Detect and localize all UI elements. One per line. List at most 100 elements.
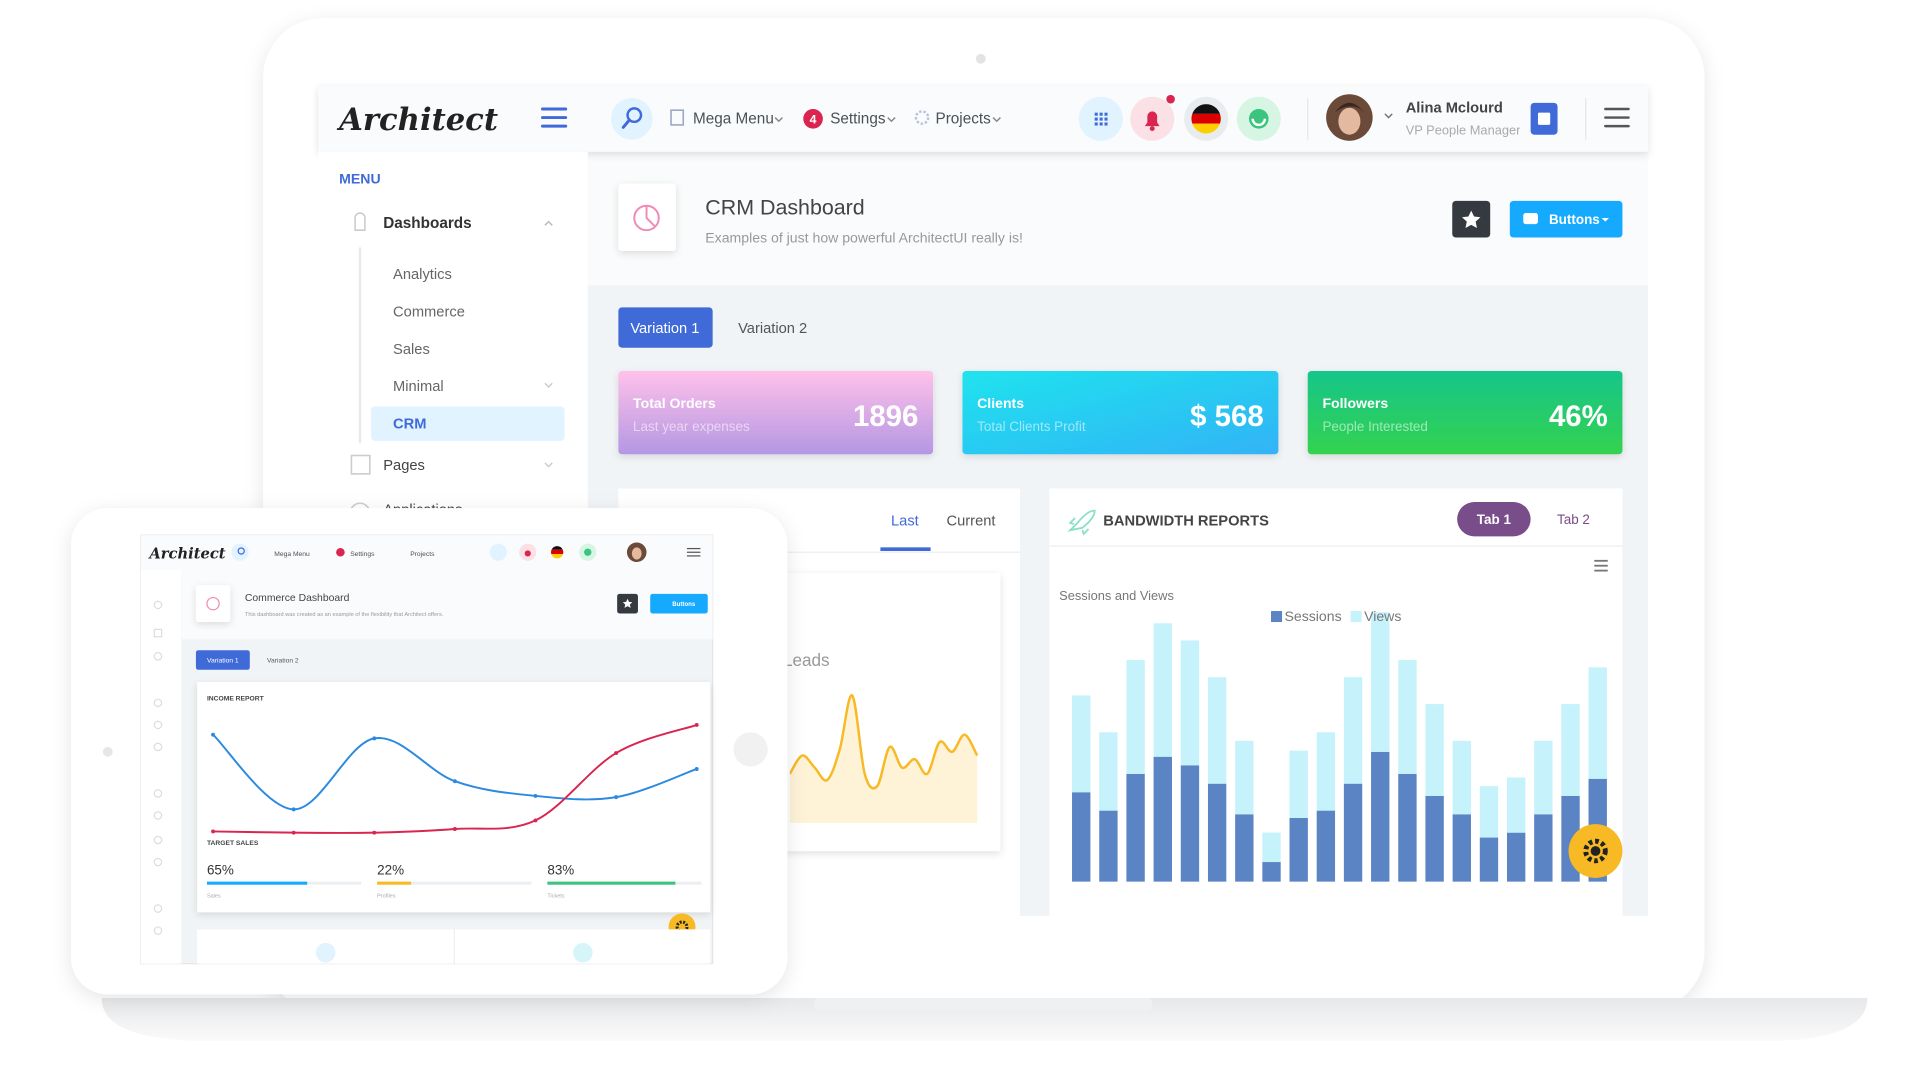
settings-menu-part[interactable] [887,117,896,123]
sidebar-group-part[interactable] [354,212,366,231]
tab-label[interactable]: Last [891,513,919,529]
search-button[interactable] [611,97,653,140]
buttons-dropdown[interactable]: Buttons [1509,200,1623,238]
menu-item[interactable]: Sales [393,342,430,358]
favorite-button-part[interactable] [1462,210,1481,229]
user-avatar[interactable] [1326,94,1393,141]
menu-item[interactable]: Minimal [393,379,444,395]
apps-button-part-part[interactable] [1094,122,1098,126]
notifications-button-part[interactable] [1144,111,1160,127]
sidebar-group-part[interactable] [544,220,553,226]
tablet-sidebar-icons [153,600,163,935]
apps-button[interactable] [1078,96,1123,141]
sidebar-group-part[interactable] [350,454,371,475]
projects-menu-part[interactable] [992,117,1001,123]
menu-toggle[interactable] [540,107,568,128]
activity-button[interactable] [1236,96,1281,141]
search-button-part[interactable] [621,118,631,129]
tab-label[interactable]: Current [947,513,996,529]
favorite-button[interactable] [1452,200,1491,238]
user-avatar-part[interactable] [1384,113,1393,119]
language-button-part-part[interactable] [1188,123,1225,135]
projects-menu-part[interactable] [914,110,930,125]
notifications-button-part[interactable] [1166,94,1175,104]
tab-label: Variation 1 [207,657,239,664]
apps-button-part-part[interactable] [1104,122,1108,126]
bar [1180,765,1200,882]
page-subtitle: This dashboard was created as an example… [245,612,444,618]
sidebar-group[interactable]: Pages [350,454,553,475]
stat-card [962,371,1279,455]
card-subtitle: People Interested [1322,419,1427,434]
sidebar-group[interactable]: Dashboards [354,212,553,232]
income-chart [211,722,699,835]
page-subtitle: Examples of just how powerful ArchitectU… [705,229,1023,245]
notifications-button[interactable] [1130,94,1175,141]
badge: 4 [810,113,817,127]
settings-menu-part[interactable] [803,108,823,129]
tab-active[interactable] [618,307,713,348]
sidebar-group-part[interactable] [544,462,553,468]
apps-button-part-part[interactable] [1094,117,1098,121]
nav-label[interactable]: Settings [830,111,886,128]
language-button[interactable] [1184,96,1229,141]
tab-label[interactable]: Tab 2 [1557,512,1590,527]
submenu: Analytics Commerce Sales Minimal CRM [393,267,465,432]
active-highlight [371,406,565,441]
tab-label[interactable]: Variation 1 [630,321,699,337]
menu-item[interactable]: CRM [393,417,426,433]
mega-menu[interactable]: Mega Menu [670,109,783,128]
apps-button-part-part[interactable] [1099,122,1103,126]
settings-fab-part[interactable] [1590,846,1601,856]
language-button-part[interactable] [1188,104,1225,135]
logo[interactable]: Architect [336,102,498,138]
buttons-dropdown-part[interactable] [1601,217,1609,222]
menu-item[interactable]: Commerce [393,305,465,321]
tab-label[interactable]: Variation 2 [738,321,807,337]
search-button-part[interactable] [626,107,643,124]
legend-swatch [1350,611,1362,623]
activity-button-part[interactable] [1251,118,1267,127]
calendar-button[interactable] [1530,102,1558,135]
icon-button [489,543,507,561]
settings-menu[interactable]: 4 Settings [803,108,896,129]
language-button-part-part[interactable] [1188,113,1225,124]
buttons-dropdown-part[interactable] [1523,213,1538,225]
bandwidth-panel [1049,488,1623,916]
nav-label[interactable]: Mega Menu [693,111,774,128]
buttons-dropdown-part[interactable] [1509,200,1623,238]
calendar-button-part[interactable] [1537,112,1551,125]
apps-button-part-part[interactable] [1099,112,1103,116]
settings-fab[interactable] [1568,824,1623,878]
options-menu[interactable] [1604,107,1630,128]
tablet-sidebar [140,569,182,964]
bar [1479,837,1499,882]
button-label[interactable]: Buttons [1549,212,1600,227]
point [372,736,377,741]
settings-fab-part[interactable] [1583,838,1608,864]
mega-menu-part[interactable] [774,117,783,123]
notifications-button-part[interactable] [1149,126,1155,132]
user-avatar-part[interactable] [1334,102,1365,113]
mega-menu-part[interactable] [670,109,685,126]
chart-menu[interactable] [1594,559,1608,572]
tab-label[interactable]: Tab 1 [1477,512,1512,527]
menu-label[interactable]: Dashboards [383,215,471,232]
nav-label[interactable]: Projects [936,111,992,128]
menu-label[interactable]: Pages [383,458,425,474]
tab-active[interactable] [1457,502,1531,537]
search-button-part[interactable] [611,97,653,140]
nav-label: Settings [350,551,375,558]
bar [1235,814,1254,882]
menu-item[interactable]: Analytics [393,267,452,283]
apps-button-part-part[interactable] [1099,117,1103,121]
apps-button-part-part[interactable] [1104,112,1108,116]
projects-menu[interactable]: Projects [914,110,1001,128]
apps-button-part-part[interactable] [1104,117,1108,121]
point [291,830,296,835]
language-button-part-part[interactable] [1188,104,1225,114]
user-avatar-part[interactable] [1338,107,1361,135]
apps-button-part-part[interactable] [1094,112,1098,116]
apps-button-part[interactable] [1094,112,1108,126]
